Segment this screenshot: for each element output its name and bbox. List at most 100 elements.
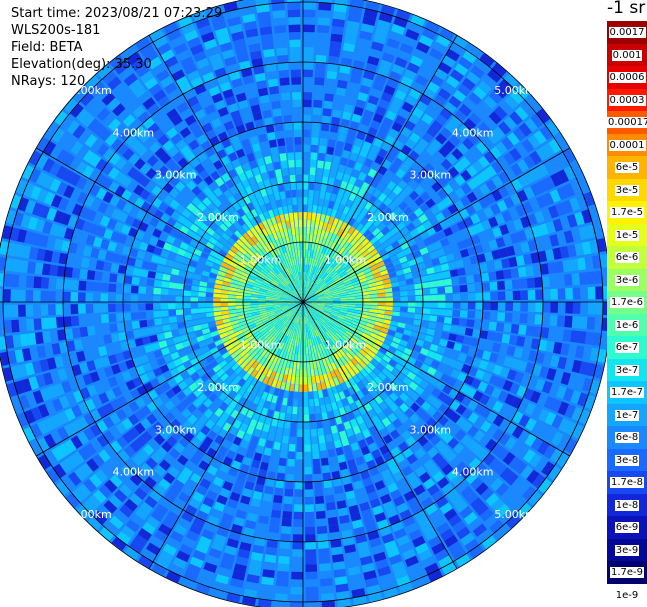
ppi-gate [303,332,305,340]
ppi-gate [298,339,301,347]
ppi-gate [439,107,453,120]
ppi-gate [466,319,475,328]
ppi-gate [221,512,234,524]
ppi-gate [332,478,342,487]
ppi-gate [421,282,430,289]
ppi-gate [343,264,352,271]
ppi-gate [269,354,276,363]
ppi-gate [139,188,151,200]
ppi-gate [360,335,368,343]
ppi-gate [284,328,290,336]
ppi-gate [219,183,229,193]
ppi-gate [275,275,282,282]
ppi-gate [235,92,247,103]
ppi-gate [245,355,253,364]
ppi-gate [303,354,307,362]
ppi-gate [165,259,175,268]
ppi-gate [249,559,262,569]
ppi-gate [313,267,318,275]
ppi-gate [229,426,239,436]
ppi-gate [5,335,15,349]
ppi-gate [276,570,289,580]
ppi-gate [511,497,526,513]
ppi-gate [218,249,228,257]
ppi-gate [293,307,299,314]
ppi-gate [276,176,284,185]
ppi-gate [414,418,425,430]
ppi-gate [303,197,308,205]
ppi-gate [417,516,431,529]
ppi-gate [433,151,445,163]
ppi-gate [139,70,154,84]
ppi-gate [345,243,353,252]
ppi-gate [387,372,397,382]
ppi-gate [363,191,372,201]
ppi-gate [487,68,502,83]
ppi-gate [274,434,282,443]
ppi-gate [321,206,328,215]
ppi-gate [112,454,125,468]
ppi-gate [495,322,505,332]
ppi-gate [551,414,564,429]
ppi-gate [437,287,446,294]
ppi-gate [524,362,535,374]
ppi-gate [324,396,331,405]
ppi-gate [246,335,255,342]
ppi-gate [406,342,415,350]
ppi-gate [343,190,351,199]
ppi-gate [284,367,289,376]
ppi-gate [152,160,164,172]
ppi-gate [381,226,390,236]
ppi-gate [344,280,352,286]
ppi-gate [212,208,222,218]
ppi-gate [297,280,300,288]
ppi-gate [213,387,223,397]
ppi-gate [295,459,303,467]
ppi-gate [388,402,399,412]
ppi-gate [294,289,299,296]
ppi-gate [234,230,243,239]
ppi-gate [316,360,321,368]
ppi-gate [54,355,64,368]
ppi-gate [254,72,266,82]
ppi-gate [289,258,293,267]
ppi-gate [509,382,521,395]
ppi-gate [369,214,378,224]
ppi-gate [346,311,355,316]
ppi-gate [149,217,160,228]
ppi-gate [226,415,236,426]
ppi-gate [369,537,382,548]
ppi-gate [42,158,55,173]
ppi-gate [580,302,588,315]
ppi-gate [380,493,392,505]
ppi-gate [246,512,258,523]
ppi-gate [327,232,333,241]
ppi-gate [202,496,215,508]
ppi-gate [495,270,505,280]
ppi-gate [315,405,321,414]
ppi-gate [311,436,318,445]
ppi-gate [160,49,175,62]
ppi-gate [303,39,315,48]
ppi-gate [264,416,272,426]
ppi-gate [260,430,269,440]
ppi-gate [377,411,387,421]
ppi-gate [502,451,516,466]
ppi-gate [461,395,472,407]
ppi-gate [181,397,192,408]
ppi-gate [237,53,250,63]
ppi-gate [219,487,231,499]
ppi-gate [396,221,406,231]
ppi-gate [213,218,223,227]
ppi-gate [139,501,154,515]
ppi-gate [254,150,263,160]
ppi-gate [386,221,396,231]
ppi-gate [293,242,297,251]
ppi-gate [264,384,271,393]
ppi-gate [251,269,259,276]
ppi-gate [163,170,175,182]
ppi-gate [260,33,274,43]
ppi-gate [257,324,266,331]
ppi-gate [571,406,584,422]
ppi-gate [342,173,351,183]
